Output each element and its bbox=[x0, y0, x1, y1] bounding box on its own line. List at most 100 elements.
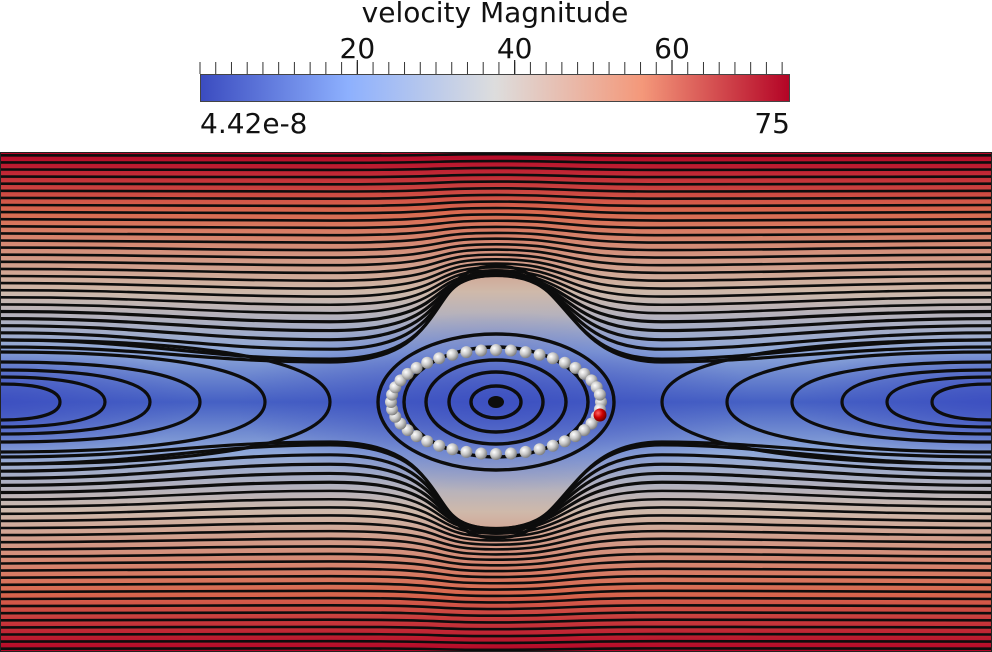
particle bbox=[433, 439, 446, 452]
streamline bbox=[0, 338, 332, 466]
streamline bbox=[0, 552, 992, 567]
colorbar-max-label: 75 bbox=[754, 107, 790, 140]
particle bbox=[460, 445, 473, 458]
particle bbox=[421, 435, 434, 448]
streamline bbox=[0, 173, 992, 179]
colorbar-tick-label: 60 bbox=[654, 32, 690, 65]
streamline bbox=[0, 603, 992, 611]
particle bbox=[410, 430, 423, 443]
streamlines bbox=[0, 152, 992, 652]
streamline bbox=[0, 489, 992, 533]
streamline bbox=[0, 514, 992, 542]
particle bbox=[446, 443, 459, 456]
streamline bbox=[0, 647, 992, 652]
streamline bbox=[0, 237, 992, 252]
particle bbox=[558, 435, 571, 448]
streamline bbox=[0, 248, 992, 267]
streamline bbox=[0, 186, 992, 193]
streamline bbox=[0, 545, 992, 562]
streamline bbox=[0, 166, 992, 172]
highlighted-particle bbox=[593, 408, 607, 422]
streamline bbox=[0, 537, 992, 556]
streamline-orbit bbox=[424, 358, 568, 446]
particle bbox=[490, 344, 502, 356]
streamline bbox=[0, 596, 992, 604]
streamline bbox=[0, 152, 992, 157]
streamline bbox=[0, 231, 992, 244]
streamline bbox=[0, 213, 992, 222]
streamline bbox=[0, 253, 992, 275]
streamline bbox=[0, 265, 992, 298]
particle bbox=[410, 361, 423, 374]
particle bbox=[519, 346, 532, 359]
streamline bbox=[0, 574, 992, 585]
streamline-orbit bbox=[469, 384, 523, 420]
streamline bbox=[660, 338, 992, 466]
streamline bbox=[0, 589, 992, 598]
streamline bbox=[0, 257, 992, 282]
particle bbox=[519, 445, 532, 458]
streamline-orbit bbox=[447, 370, 545, 434]
streamline bbox=[0, 368, 152, 436]
streamline bbox=[0, 625, 992, 631]
streamline bbox=[840, 368, 992, 436]
particle bbox=[504, 447, 517, 460]
streamline bbox=[790, 360, 992, 444]
particle bbox=[558, 356, 571, 369]
streamline-orbit bbox=[376, 332, 616, 472]
particle bbox=[504, 344, 517, 357]
streamline bbox=[0, 360, 202, 444]
streamline bbox=[885, 375, 992, 429]
streamline bbox=[0, 632, 992, 638]
streamline bbox=[0, 200, 992, 208]
particle bbox=[569, 361, 582, 374]
streamline bbox=[0, 219, 992, 230]
particle bbox=[546, 439, 559, 452]
streamline bbox=[0, 206, 992, 215]
particle bbox=[460, 346, 473, 359]
streamline bbox=[0, 350, 267, 454]
particle bbox=[593, 388, 606, 401]
streamline bbox=[0, 639, 992, 645]
particle bbox=[475, 344, 488, 357]
particle bbox=[475, 447, 488, 460]
streamline bbox=[0, 582, 992, 591]
streamline bbox=[930, 382, 992, 422]
streamline bbox=[0, 159, 992, 165]
particle bbox=[446, 348, 459, 361]
colorbar-ticks bbox=[199, 60, 783, 86]
streamline bbox=[0, 375, 107, 429]
particle bbox=[490, 448, 502, 460]
streamline bbox=[0, 262, 992, 290]
colorbar-tick-label: 20 bbox=[339, 32, 376, 65]
streamline bbox=[0, 480, 992, 531]
streamline bbox=[0, 567, 992, 579]
streamline bbox=[0, 611, 992, 618]
particle bbox=[533, 348, 546, 361]
streamline bbox=[0, 618, 992, 624]
particle bbox=[401, 367, 414, 380]
streamline bbox=[0, 529, 992, 551]
colorbar-tick-label: 40 bbox=[496, 32, 533, 65]
streamline bbox=[725, 350, 992, 454]
particle bbox=[578, 424, 591, 437]
streamline bbox=[0, 271, 992, 315]
streamline bbox=[0, 225, 992, 237]
colorbar-legend: velocity Magnitude 20 40 60 4.42e-8 75 bbox=[0, 0, 992, 150]
streamline bbox=[0, 382, 62, 422]
particle bbox=[569, 430, 582, 443]
particle bbox=[421, 356, 434, 369]
streamline bbox=[0, 497, 992, 535]
streamline bbox=[0, 522, 992, 547]
colorbar-gradient bbox=[200, 74, 790, 102]
streamline bbox=[0, 180, 992, 186]
particle bbox=[433, 352, 446, 365]
particle bbox=[533, 443, 546, 456]
particle-ring bbox=[385, 344, 607, 460]
streamline bbox=[0, 193, 992, 201]
velocity-field-view bbox=[0, 152, 992, 652]
colorbar-min-label: 4.42e-8 bbox=[200, 107, 308, 140]
streamline bbox=[0, 506, 992, 539]
streamline bbox=[0, 269, 992, 307]
colorbar-title: velocity Magnitude bbox=[361, 0, 629, 29]
